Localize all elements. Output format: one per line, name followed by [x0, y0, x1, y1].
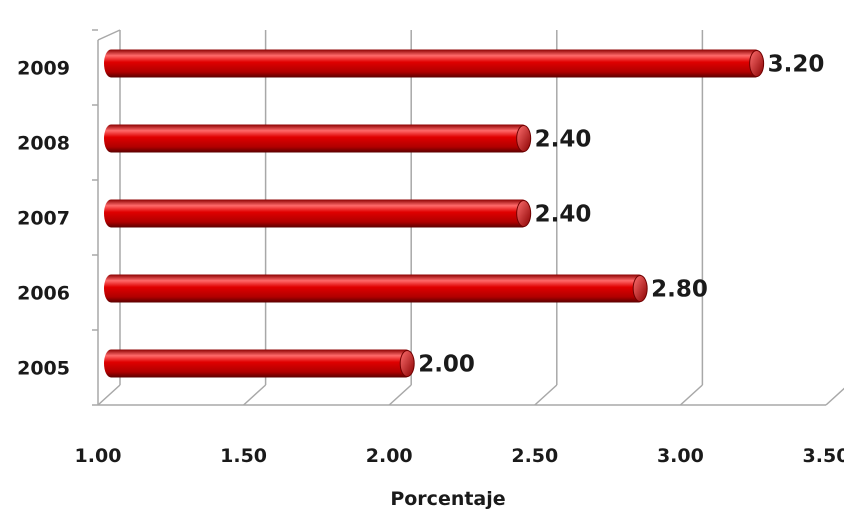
- bar-cap: [749, 50, 765, 77]
- x-tick-label: 3.00: [657, 445, 704, 467]
- bar: [104, 49, 763, 78]
- gridline: [534, 30, 558, 406]
- x-tick-label: 2.50: [511, 445, 558, 467]
- y-category-label: 2009: [17, 58, 70, 80]
- bar: [104, 274, 647, 303]
- y-category-label: 2007: [17, 208, 70, 230]
- bar-cap: [516, 125, 532, 152]
- labels: 1.00 1.50 2.00 2.50 3.00 3.50 2005 2.00 2006 2.80…: [17, 52, 844, 468]
- bar-cap: [632, 275, 648, 302]
- y-category-label: 2006: [17, 283, 70, 305]
- bar-value-label: 2.40: [535, 202, 592, 228]
- bar: [104, 124, 530, 153]
- gridline: [679, 30, 704, 406]
- bar-cap: [399, 350, 415, 377]
- y-category-label: 2008: [17, 133, 70, 155]
- bar-value-label: 2.00: [418, 352, 475, 378]
- axes: [92, 29, 826, 406]
- bar-value-label: 3.20: [768, 52, 825, 78]
- x-tick-label: 1.00: [75, 445, 122, 467]
- x-tick-label: 3.50: [803, 445, 844, 467]
- gridline: [825, 387, 844, 406]
- bar-value-label: 2.40: [535, 127, 592, 153]
- x-tick-label: 2.00: [366, 445, 413, 467]
- bar-value-label: 2.80: [651, 277, 708, 303]
- x-tick-label: 1.50: [220, 445, 267, 467]
- bars: [104, 49, 765, 378]
- x-axis-title: Porcentaje: [390, 488, 505, 510]
- y-category-label: 2005: [17, 358, 70, 380]
- bar: [104, 349, 414, 378]
- bar-cap: [516, 200, 532, 227]
- bar: [104, 199, 530, 228]
